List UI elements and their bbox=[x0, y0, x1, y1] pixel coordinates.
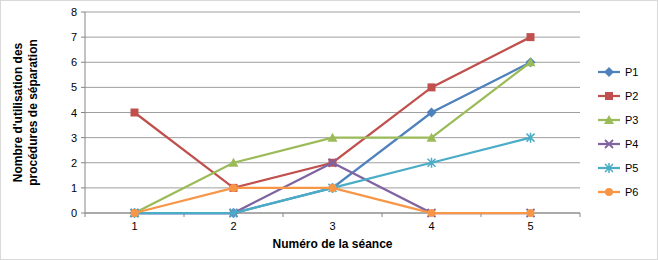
y-tick-label: 5 bbox=[71, 81, 77, 93]
marker bbox=[131, 209, 139, 217]
x-tick bbox=[85, 213, 86, 217]
marker bbox=[329, 184, 337, 192]
grid-line bbox=[85, 12, 580, 13]
series-line bbox=[135, 37, 531, 188]
x-tick-label: 4 bbox=[428, 220, 434, 232]
marker bbox=[230, 208, 238, 218]
marker bbox=[131, 208, 139, 218]
series-line bbox=[135, 163, 531, 213]
marker bbox=[428, 209, 436, 217]
marker bbox=[527, 33, 535, 41]
y-tick-label: 8 bbox=[71, 6, 77, 18]
y-axis-label-line: procédures de séparation bbox=[26, 39, 40, 186]
legend-label: P6 bbox=[625, 186, 638, 198]
marker bbox=[527, 209, 535, 217]
marker bbox=[131, 109, 139, 117]
y-axis bbox=[85, 12, 86, 213]
x-tick-label: 5 bbox=[527, 220, 533, 232]
marker bbox=[329, 159, 337, 167]
marker bbox=[605, 140, 613, 148]
marker bbox=[329, 159, 337, 167]
marker bbox=[130, 208, 140, 218]
marker bbox=[605, 188, 613, 196]
y-tick-label: 4 bbox=[71, 107, 77, 119]
series-line bbox=[135, 62, 531, 213]
legend-label: P1 bbox=[625, 66, 638, 78]
marker bbox=[427, 108, 437, 118]
chart-frame bbox=[1, 1, 658, 260]
y-axis-label: Nombre d'utilisation desprocédures de sé… bbox=[11, 39, 40, 186]
x-axis-label: Numéro de la séance bbox=[272, 237, 392, 251]
y-axis-label-line: Nombre d'utilisation des bbox=[11, 42, 25, 182]
marker bbox=[229, 158, 239, 167]
marker bbox=[230, 184, 238, 192]
grid-line bbox=[85, 62, 580, 63]
y-tick bbox=[81, 137, 85, 138]
y-tick-label: 6 bbox=[71, 56, 77, 68]
marker bbox=[131, 209, 139, 217]
y-tick bbox=[81, 37, 85, 38]
legend-label: P4 bbox=[625, 138, 638, 150]
marker bbox=[604, 67, 614, 77]
y-tick bbox=[81, 162, 85, 163]
x-tick-label: 2 bbox=[230, 220, 236, 232]
y-tick bbox=[81, 87, 85, 88]
y-tick bbox=[81, 62, 85, 63]
legend: P1 P2 P3 P4 P5 P6 bbox=[598, 66, 638, 198]
marker bbox=[527, 209, 535, 217]
legend-label: P2 bbox=[625, 90, 638, 102]
grid-line bbox=[85, 37, 580, 38]
marker bbox=[328, 133, 338, 142]
y-tick-label: 7 bbox=[71, 31, 77, 43]
y-tick bbox=[81, 12, 85, 13]
x-tick-label: 3 bbox=[329, 220, 335, 232]
marker bbox=[328, 183, 338, 193]
grid-line bbox=[85, 112, 580, 113]
x-tick bbox=[580, 213, 581, 217]
marker bbox=[428, 83, 436, 91]
y-tick bbox=[81, 187, 85, 188]
marker bbox=[527, 133, 535, 143]
y-tick-label: 2 bbox=[71, 157, 77, 169]
marker bbox=[428, 209, 436, 217]
x-tick bbox=[382, 213, 383, 217]
y-tick-label: 0 bbox=[71, 207, 77, 219]
marker bbox=[130, 208, 140, 217]
y-tick-label: 3 bbox=[71, 132, 77, 144]
chart: 0 1 2 3 4 5 6 7 8 1 2 3 4 5 Numéro de la séance Nombre … bbox=[0, 0, 658, 260]
marker bbox=[605, 92, 613, 100]
marker bbox=[605, 163, 613, 173]
x-tick-label: 1 bbox=[131, 220, 137, 232]
marker bbox=[428, 158, 436, 168]
marker bbox=[604, 115, 614, 124]
legend-label: P5 bbox=[625, 162, 638, 174]
legend-label: P3 bbox=[625, 114, 638, 126]
series-line bbox=[135, 138, 531, 213]
marker bbox=[329, 183, 337, 193]
grid-line bbox=[85, 87, 580, 88]
series-line bbox=[135, 62, 531, 213]
plot-area bbox=[130, 33, 536, 218]
marker bbox=[526, 57, 536, 66]
y-tick bbox=[81, 213, 85, 214]
marker bbox=[526, 57, 536, 67]
y-tick bbox=[81, 112, 85, 113]
marker bbox=[230, 184, 238, 192]
x-tick bbox=[283, 213, 284, 217]
y-tick-label: 1 bbox=[71, 182, 77, 194]
marker bbox=[427, 133, 437, 142]
